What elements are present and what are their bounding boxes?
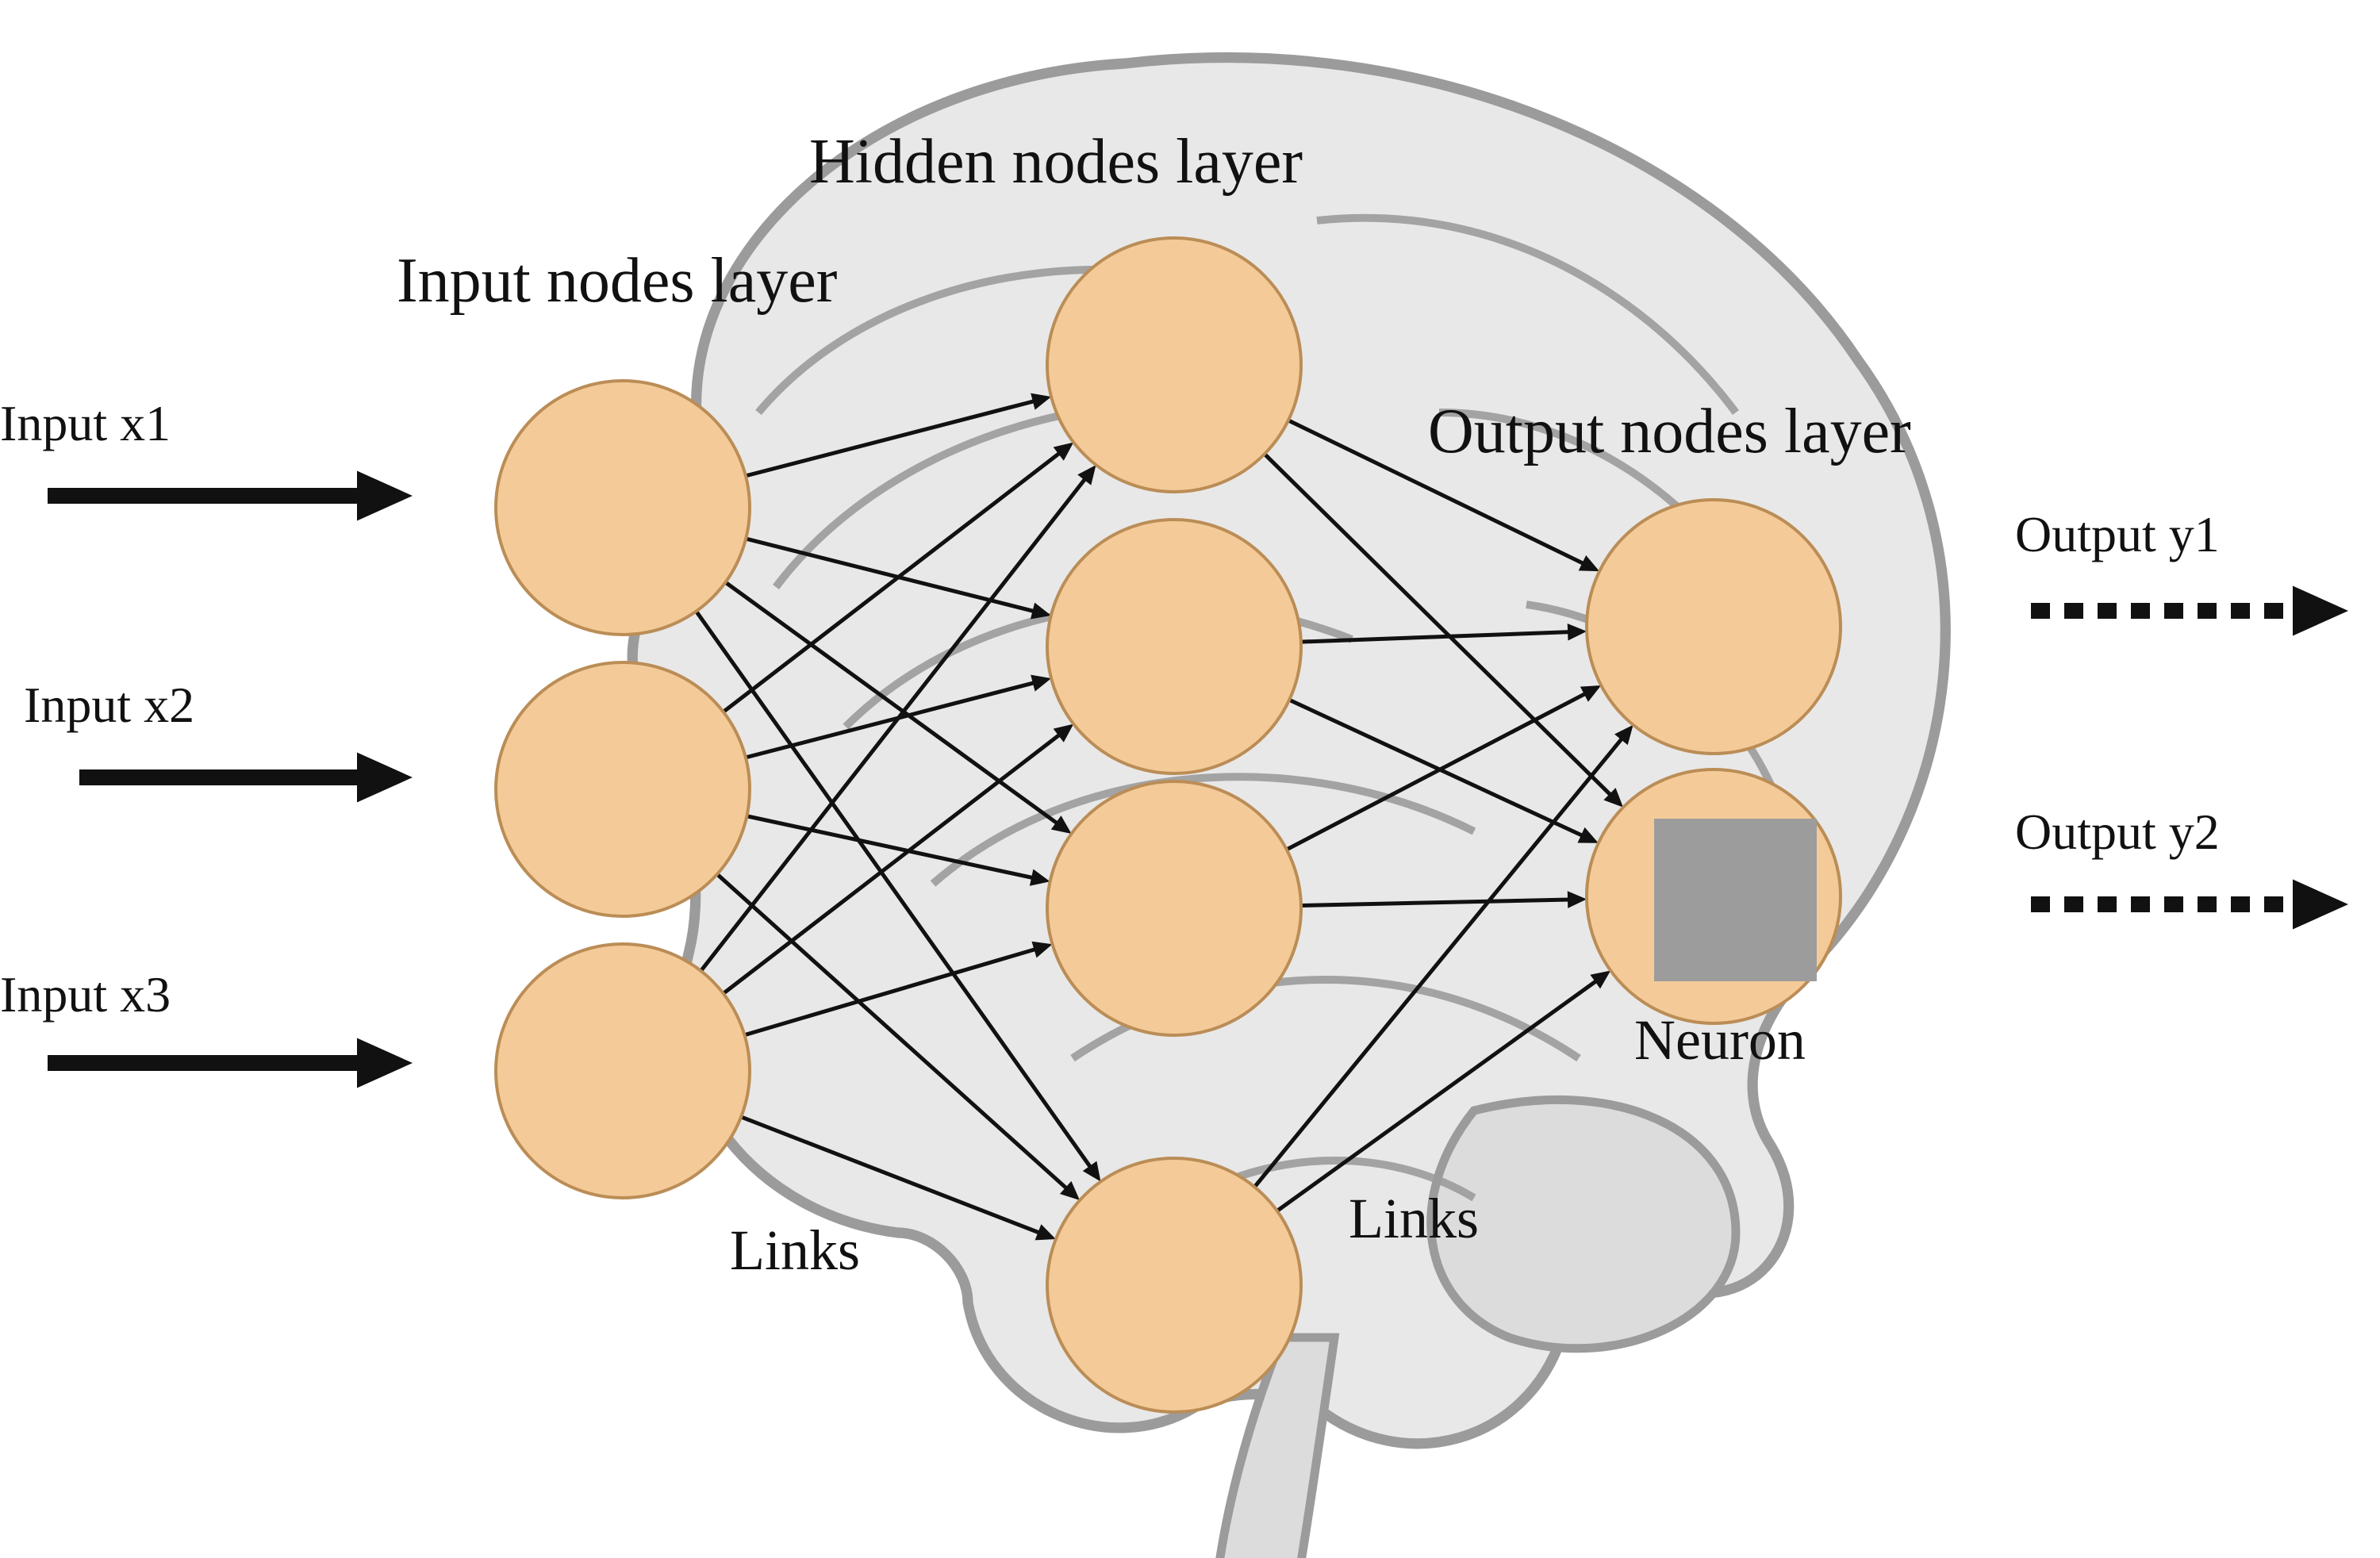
input-arrow-2 xyxy=(79,753,413,803)
label-output-layer: Output nodes layer xyxy=(1428,397,1911,466)
label-input-x1: Input x1 xyxy=(0,395,171,451)
output-arrow-2 xyxy=(2031,880,2348,930)
label-links-2: Links xyxy=(1349,1187,1479,1250)
neuron-square xyxy=(1654,819,1817,981)
input-node-3 xyxy=(496,944,750,1198)
hidden-node-2 xyxy=(1047,520,1301,773)
neural-network-diagram: Hidden nodes layer Input nodes layer Outpu… xyxy=(0,0,2380,1558)
label-hidden-layer: Hidden nodes layer xyxy=(809,127,1303,197)
label-neuron: Neuron xyxy=(1634,1008,1806,1072)
label-input-layer: Input nodes layer xyxy=(397,246,837,316)
label-input-x2: Input x2 xyxy=(24,677,194,733)
input-arrow-3 xyxy=(48,1038,413,1088)
output-node-1 xyxy=(1587,500,1841,754)
label-output-y2: Output y2 xyxy=(2015,804,2220,860)
hidden-node-4 xyxy=(1047,1158,1301,1412)
hidden-node-3 xyxy=(1047,781,1301,1035)
output-arrow-1 xyxy=(2031,586,2348,636)
output-arrows xyxy=(2031,586,2348,930)
hidden-node-1 xyxy=(1047,238,1301,492)
label-input-x3: Input x3 xyxy=(0,966,171,1023)
label-links-1: Links xyxy=(730,1218,860,1282)
label-output-y1: Output y1 xyxy=(2015,506,2220,562)
input-node-1 xyxy=(496,381,750,635)
input-node-2 xyxy=(496,662,750,916)
input-arrow-1 xyxy=(48,471,413,521)
